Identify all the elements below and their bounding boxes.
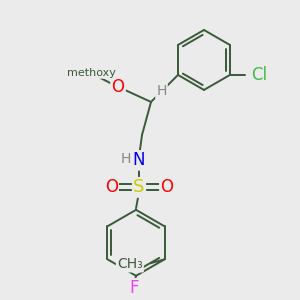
Text: O: O — [112, 78, 124, 96]
Text: O: O — [160, 178, 173, 196]
Text: F: F — [130, 279, 139, 297]
Text: S: S — [133, 178, 145, 196]
Text: methoxy: methoxy — [67, 68, 116, 78]
Text: CH₃: CH₃ — [117, 257, 143, 272]
Text: H: H — [156, 84, 167, 98]
Text: O: O — [105, 178, 118, 196]
Text: N: N — [133, 152, 145, 169]
Text: Cl: Cl — [251, 66, 267, 84]
Text: H: H — [120, 152, 131, 166]
